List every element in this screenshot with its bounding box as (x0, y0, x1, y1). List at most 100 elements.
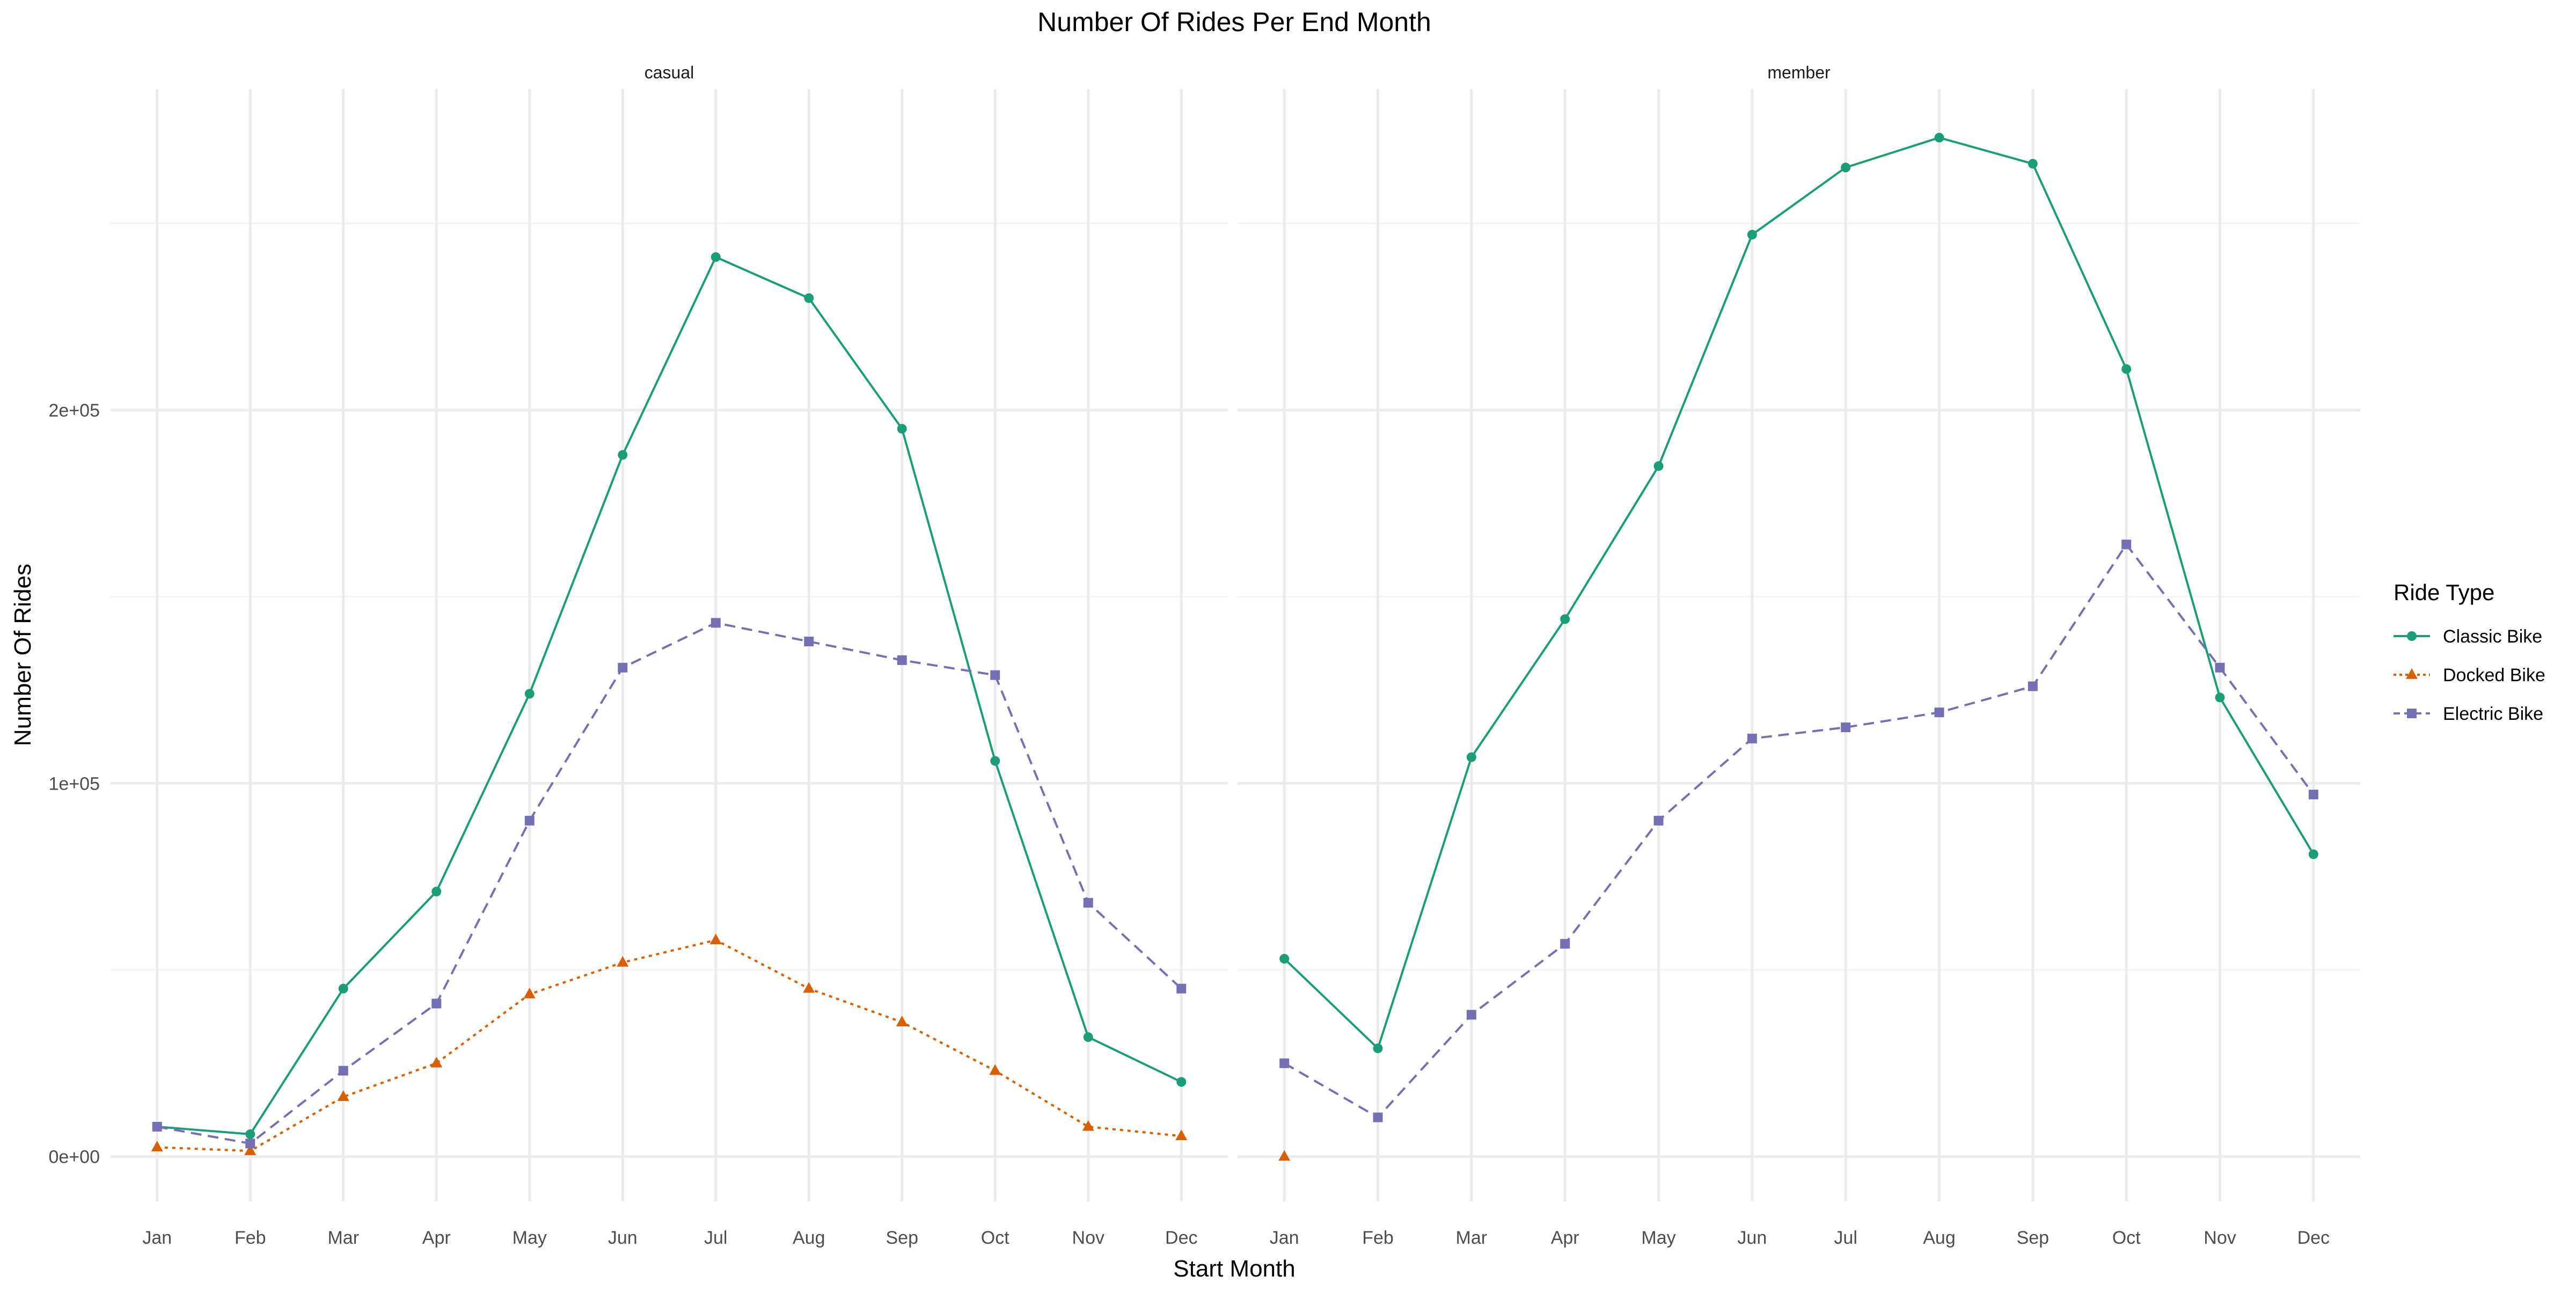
x-tick-label: Jun (1737, 1228, 1767, 1248)
member-electric-bike-point (2308, 790, 2318, 800)
member-classic-bike-point (1560, 614, 1570, 624)
x-tick-label: May (513, 1228, 547, 1248)
casual-classic-bike-point (524, 689, 535, 699)
member-classic-bike-point (2028, 159, 2038, 169)
legend-entry-label: Classic Bike (2443, 626, 2542, 647)
legend-key-marker (2407, 709, 2417, 718)
x-tick-label: Dec (1165, 1228, 1197, 1248)
legend-entry-label: Docked Bike (2443, 665, 2545, 685)
legend-entry-label: Electric Bike (2443, 704, 2543, 724)
casual-docked-bike-line (157, 939, 1182, 1153)
casual-electric-bike-line (157, 622, 1182, 1145)
casual-docked-bike-point (709, 933, 722, 944)
y-tick-label: 2e+05 (49, 400, 100, 421)
member-electric-bike-point (2028, 681, 2038, 691)
casual-docked-bike-point (523, 988, 536, 998)
x-tick-label: Dec (2297, 1228, 2330, 1248)
legend-title: Ride Type (2394, 580, 2494, 605)
x-tick-label: Apr (422, 1228, 451, 1248)
casual-docked-bike-point (337, 1090, 349, 1102)
labels-layer: Number Of Rides Per End Month casual membe… (10, 7, 2330, 1282)
x-tick-label: Aug (793, 1228, 825, 1248)
x-tick-label: May (1641, 1228, 1675, 1248)
casual-electric-bike-point (431, 998, 442, 1009)
x-tick-label: Aug (1923, 1228, 1956, 1248)
x-tick-label: Apr (1551, 1228, 1579, 1248)
panel-label: casual (645, 63, 694, 82)
casual-classic-bike-point (804, 293, 814, 303)
member-electric-bike-point (2215, 662, 2225, 673)
x-tick-label: Jul (704, 1228, 727, 1248)
casual-docked-bike-point (896, 1016, 908, 1026)
member-electric-bike-point (1841, 722, 1851, 732)
series-layer (151, 133, 2318, 1161)
casual-classic-bike-point (431, 886, 442, 896)
casual-electric-bike-point (1176, 983, 1187, 994)
x-tick-label: Oct (981, 1228, 1009, 1248)
casual-electric-bike-point (897, 655, 907, 665)
casual-docked-bike-point (1082, 1120, 1094, 1131)
casual-electric-bike-point (804, 637, 814, 647)
member-classic-bike-point (1747, 230, 1757, 240)
chart-title: Number Of Rides Per End Month (1037, 7, 1431, 37)
y-tick-label: 0e+00 (49, 1147, 100, 1168)
legend-key-marker (2406, 668, 2418, 679)
panel-label: member (1767, 63, 1831, 82)
member-classic-bike-point (1466, 752, 1476, 762)
x-axis-title: Start Month (1173, 1256, 1295, 1282)
member-docked-bike-point (1278, 1150, 1291, 1161)
casual-electric-bike-point (524, 815, 535, 826)
member-classic-bike-point (1841, 163, 1851, 173)
casual-docked-bike-point (617, 956, 629, 967)
legend: Ride Type Classic Bike Docked Bike Electric… (2394, 580, 2545, 724)
casual-docked-bike-point (430, 1056, 443, 1068)
x-tick-label: Nov (1072, 1228, 1104, 1248)
x-tick-label: Feb (235, 1228, 266, 1248)
y-tick-label: 1e+05 (49, 774, 100, 794)
casual-docked-bike-point (803, 982, 815, 993)
casual-electric-bike-point (618, 662, 628, 673)
y-axis-title: Number Of Rides (10, 564, 36, 746)
casual-classic-bike-point (1083, 1032, 1093, 1042)
casual-docked-bike-point (989, 1064, 1001, 1075)
casual-electric-bike-point (152, 1121, 162, 1132)
x-tick-label: Sep (2017, 1228, 2050, 1248)
casual-electric-bike-point (711, 618, 721, 628)
x-tick-label: Jan (1270, 1228, 1299, 1248)
x-tick-label: Jan (142, 1228, 172, 1248)
member-classic-bike-line (1283, 136, 2315, 1049)
casual-docked-bike-point (151, 1141, 163, 1151)
member-electric-bike-point (1747, 733, 1757, 743)
x-tick-label: Oct (2112, 1228, 2141, 1248)
x-tick-label: Feb (1362, 1228, 1394, 1248)
casual-classic-bike-point (897, 424, 907, 434)
x-tick-label: Jun (608, 1228, 638, 1248)
casual-classic-bike-point (338, 983, 348, 994)
member-electric-bike-point (1279, 1058, 1290, 1068)
x-tick-label: Mar (327, 1228, 359, 1248)
casual-classic-bike-point (990, 756, 1000, 766)
member-electric-bike-point (1560, 939, 1570, 949)
legend-key-marker (2407, 631, 2417, 641)
casual-electric-bike-point (990, 670, 1000, 680)
member-electric-bike-point (1373, 1112, 1383, 1122)
casual-classic-bike-point (245, 1129, 255, 1139)
x-tick-label: Nov (2204, 1228, 2236, 1248)
casual-classic-bike-point (1176, 1077, 1187, 1087)
casual-docked-bike-point (244, 1144, 257, 1155)
member-classic-bike-point (1653, 461, 1664, 471)
x-tick-label: Sep (886, 1228, 919, 1248)
member-electric-bike-point (1466, 1010, 1476, 1020)
casual-electric-bike-point (338, 1066, 348, 1076)
member-electric-bike-point (2121, 539, 2132, 550)
member-classic-bike-point (1373, 1043, 1383, 1053)
member-electric-bike-line (1284, 543, 2315, 1119)
member-classic-bike-point (2121, 364, 2132, 374)
member-classic-bike-point (2308, 849, 2318, 859)
x-tick-label: Mar (1456, 1228, 1488, 1248)
casual-classic-bike-point (711, 252, 721, 262)
casual-docked-bike-point (1175, 1129, 1188, 1141)
